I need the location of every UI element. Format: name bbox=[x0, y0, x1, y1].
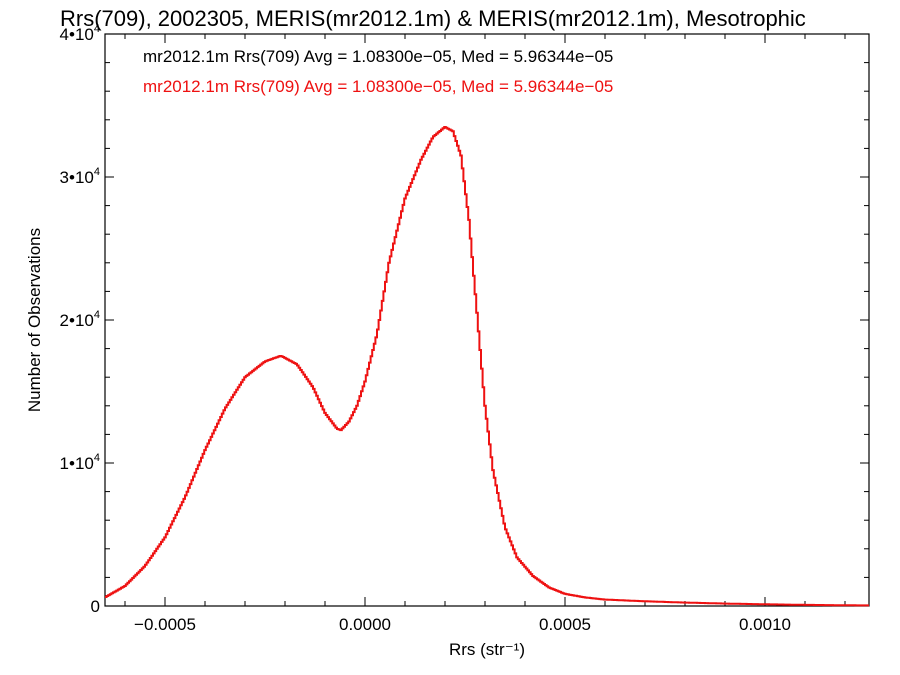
y-tick-label: 4•104 bbox=[60, 23, 100, 44]
y-tick-label: 3•104 bbox=[60, 166, 100, 187]
histogram-series-1 bbox=[105, 126, 869, 607]
y-axis-ticks: 0 1•104 2•104 3•104 4•104 bbox=[60, 23, 869, 616]
y-tick-label: 1•104 bbox=[60, 452, 100, 473]
y-tick-label: 2•104 bbox=[60, 309, 100, 330]
x-axis-ticks: −0.0005 0.0000 0.0005 0.0010 bbox=[124, 34, 846, 634]
x-tick-label: 0.0005 bbox=[539, 615, 591, 634]
legend: mr2012.1m Rrs(709) Avg = 1.08300e−05, Me… bbox=[143, 47, 613, 96]
x-tick-label: 0.0010 bbox=[739, 615, 791, 634]
y-tick-label: 0 bbox=[91, 597, 100, 616]
plot-frame bbox=[104, 33, 870, 607]
y-axis-label: Number of Observations bbox=[25, 228, 44, 412]
x-tick-label: 0.0000 bbox=[339, 615, 391, 634]
legend-entry-1: mr2012.1m Rrs(709) Avg = 1.08300e−05, Me… bbox=[143, 47, 613, 66]
series-layer bbox=[105, 126, 869, 607]
legend-entry-2: mr2012.1m Rrs(709) Avg = 1.08300e−05, Me… bbox=[143, 77, 613, 96]
chart-title: Rrs(709), 2002305, MERIS(mr2012.1m) & ME… bbox=[60, 6, 806, 31]
x-tick-label: −0.0005 bbox=[134, 615, 196, 634]
x-axis-label: Rrs (str⁻¹) bbox=[449, 640, 525, 659]
